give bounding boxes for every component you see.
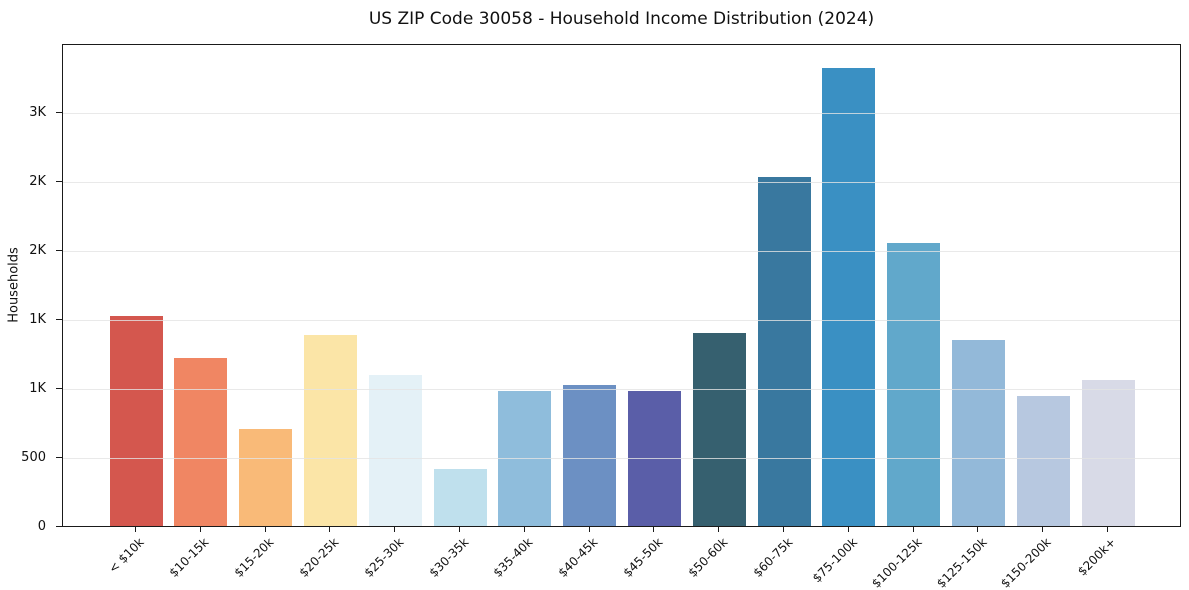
x-tick-mark [523, 527, 525, 532]
bar [951, 340, 1005, 526]
gridline [63, 389, 1180, 390]
x-tick-label: < $10k [106, 535, 147, 576]
gridline [63, 113, 1180, 114]
chart-title: US ZIP Code 30058 - Household Income Dis… [368, 9, 875, 29]
y-tick-label: 1K [29, 381, 46, 396]
bar [692, 333, 746, 526]
y-tick-mark [56, 112, 62, 113]
x-tick-mark [459, 527, 460, 532]
bar [174, 358, 228, 526]
x-tick-label: $125-150k [933, 535, 990, 590]
x-tick-label: $30-35k [426, 535, 471, 580]
gridline [63, 458, 1180, 459]
y-tick-label: 2K [29, 174, 46, 189]
x-tick-mark [1107, 527, 1108, 532]
gridline [63, 251, 1180, 252]
x-tick-label: $40-45k [555, 535, 601, 580]
x-tick-mark [264, 527, 266, 532]
x-tick-mark [1042, 527, 1044, 532]
x-tick-label: $25-30k [361, 535, 407, 580]
bar [433, 469, 487, 526]
y-tick-label: 3K [29, 105, 46, 120]
y-tick-mark [56, 388, 62, 389]
x-tick-mark [718, 527, 720, 532]
x-tick-mark [199, 527, 201, 532]
y-tick-label: 2K [29, 243, 46, 258]
y-tick-mark [56, 457, 62, 458]
y-tick-mark [56, 250, 62, 251]
bar [109, 316, 163, 526]
gridline [63, 320, 1180, 321]
bar [368, 375, 422, 526]
x-tick-mark [977, 527, 979, 532]
x-tick-mark [329, 527, 331, 532]
x-tick-label: $10-15k [166, 535, 212, 580]
x-tick-mark [783, 527, 784, 532]
x-tick-label: $200k+ [1075, 535, 1119, 579]
x-tick-label: $50-60k [685, 535, 731, 580]
x-tick-label: $15-20k [231, 535, 277, 580]
y-tick-label: 500 [21, 450, 46, 465]
x-tick-mark [847, 527, 849, 532]
bar [1016, 396, 1070, 526]
x-tick-mark [912, 527, 914, 532]
x-tick-mark [653, 527, 655, 532]
bar [563, 385, 617, 526]
bar [1081, 380, 1135, 526]
x-tick-label: $150-200k [998, 535, 1055, 590]
y-tick-mark [56, 319, 62, 320]
x-tick-mark [394, 527, 396, 532]
x-tick-mark [135, 527, 136, 532]
bar [887, 243, 941, 526]
x-tick-label: $100-125k [868, 535, 925, 590]
bar [757, 177, 811, 526]
x-tick-label: $45-50k [620, 535, 666, 580]
x-tick-label: $75-100k [809, 535, 860, 586]
y-tick-label: 1K [29, 312, 46, 327]
x-tick-label: $60-75k [750, 535, 795, 580]
y-tick-mark [56, 526, 62, 527]
y-tick-label: 0 [37, 519, 46, 534]
gridline [63, 182, 1180, 183]
x-tick-mark [588, 527, 590, 532]
bar [822, 68, 876, 526]
y-tick-mark [56, 181, 62, 182]
x-tick-label: $20-25k [296, 535, 342, 580]
bar [239, 429, 293, 526]
bar [303, 335, 357, 526]
plot-area [62, 44, 1181, 527]
x-tick-label: $35-40k [490, 535, 536, 580]
